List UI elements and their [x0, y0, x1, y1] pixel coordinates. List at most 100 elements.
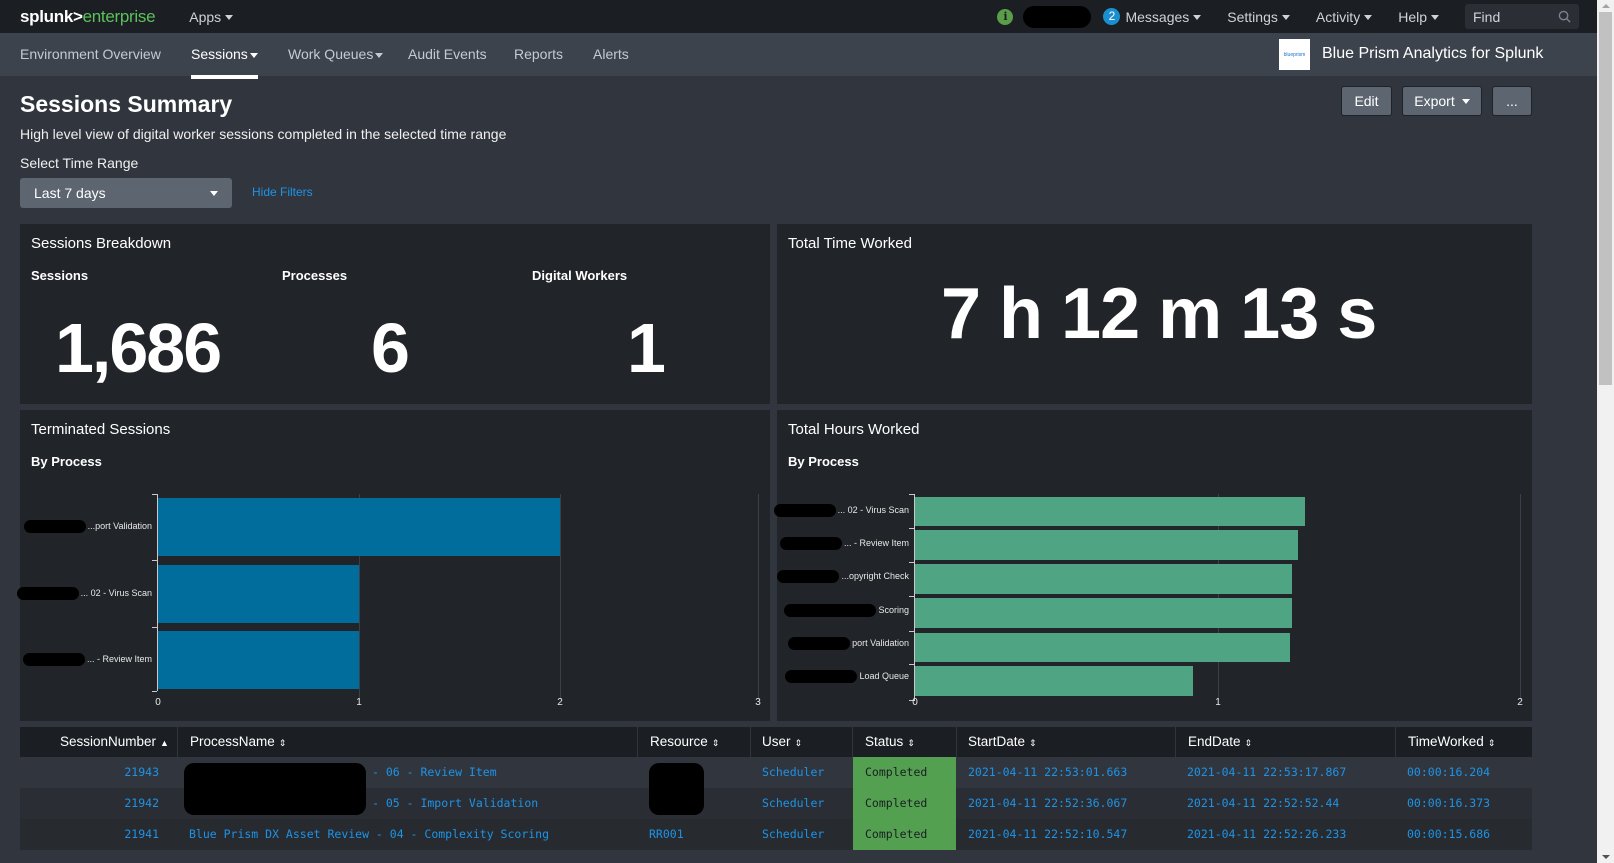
sessions-label: Sessions — [31, 268, 89, 283]
y-tick — [909, 631, 914, 632]
cell-process-name[interactable]: - 06 - Review Item — [372, 765, 497, 779]
cell-session-number[interactable]: 21941 — [124, 827, 159, 841]
help-menu[interactable]: Help — [1398, 9, 1439, 25]
nav-reports[interactable]: Reports — [514, 46, 564, 62]
col-end-date[interactable]: EndDate ⇕ — [1188, 734, 1253, 749]
cell-session-number[interactable]: 21942 — [124, 796, 159, 810]
messages-count-badge: 2 — [1103, 8, 1121, 25]
cell-process-name[interactable]: - 05 - Import Validation — [372, 796, 539, 810]
redacted-text — [785, 670, 858, 683]
panel-subtitle: By Process — [788, 454, 859, 469]
bar-virus-scan[interactable] — [158, 565, 359, 623]
info-icon[interactable]: i — [997, 8, 1014, 25]
cell-session-number[interactable]: 21943 — [124, 765, 159, 779]
cell-user[interactable]: Scheduler — [762, 796, 825, 810]
gridline — [1218, 494, 1219, 700]
bar-port-validation[interactable] — [915, 633, 1290, 662]
col-time-worked[interactable]: TimeWorked ⇕ — [1408, 734, 1496, 749]
sort-icon: ⇕ — [907, 738, 915, 748]
cell-user[interactable]: Scheduler — [762, 827, 825, 841]
processes-value[interactable]: 6 — [371, 309, 410, 387]
cell-start-date[interactable]: 2021-04-11 22:52:36.067 — [968, 796, 1128, 810]
y-label: ... 02 - Virus Scan — [773, 504, 909, 517]
y-tick — [152, 494, 157, 495]
edit-button[interactable]: Edit — [1341, 86, 1392, 116]
redacted-text — [777, 570, 840, 583]
cell-end-date[interactable]: 2021-04-11 22:52:26.233 — [1187, 827, 1347, 841]
x-tick-label: 1 — [1215, 697, 1221, 708]
cell-time-worked[interactable]: 00:00:15.686 — [1407, 827, 1491, 841]
bar-load-queue[interactable] — [915, 666, 1193, 696]
user-menu-redacted[interactable] — [1023, 5, 1092, 28]
cell-resource[interactable]: RR001 — [649, 827, 684, 841]
col-status[interactable]: Status ⇕ — [865, 734, 915, 749]
gridline — [758, 494, 759, 700]
activity-menu[interactable]: Activity — [1316, 9, 1373, 25]
settings-menu[interactable]: Settings — [1227, 9, 1290, 25]
col-resource[interactable]: Resource ⇕ — [650, 734, 720, 749]
cell-start-date[interactable]: 2021-04-11 22:52:10.547 — [968, 827, 1128, 841]
scroll-up-arrow-icon[interactable] — [1602, 4, 1610, 8]
bar-port-validation[interactable] — [158, 498, 560, 556]
y-tick — [909, 562, 914, 563]
x-tick-label: 2 — [557, 697, 563, 708]
y-axis — [157, 494, 158, 691]
y-tick — [152, 627, 157, 628]
col-process-name[interactable]: ProcessName ⇕ — [190, 734, 287, 749]
hide-filters-link[interactable]: Hide Filters — [252, 185, 313, 199]
panel-title: Sessions Breakdown — [31, 235, 172, 252]
time-range-dropdown[interactable]: Last 7 days — [20, 178, 232, 208]
table-row[interactable]: 21943 - 06 - Review Item Scheduler Compl… — [20, 757, 1532, 815]
nav-alerts[interactable]: Alerts — [593, 46, 629, 62]
y-label: ... - Review Item — [22, 653, 152, 666]
page-description: High level view of digital worker sessio… — [20, 126, 507, 142]
digital-workers-value[interactable]: 1 — [627, 309, 666, 387]
y-tick — [909, 528, 914, 529]
global-header: splunk>enterprise Apps i 2 Messages Sett… — [0, 0, 1597, 33]
status-badge[interactable]: Completed — [853, 788, 956, 819]
apps-menu[interactable]: Apps — [189, 9, 234, 25]
chevron-down-icon — [249, 52, 258, 58]
cell-end-date[interactable]: 2021-04-11 22:52:52.44 — [1187, 796, 1340, 810]
sessions-value[interactable]: 1,686 — [55, 309, 222, 387]
cell-time-worked[interactable]: 00:00:16.204 — [1407, 765, 1491, 779]
y-tick — [152, 560, 157, 561]
col-start-date[interactable]: StartDate ⇕ — [968, 734, 1037, 749]
status-badge[interactable]: Completed — [853, 819, 956, 850]
col-session-number[interactable]: SessionNumber ▲︎ — [60, 734, 169, 749]
more-actions-button[interactable]: ... — [1492, 86, 1532, 116]
total-time-value[interactable]: 7 h 12 m 13 s — [941, 274, 1377, 354]
panel-title: Total Hours Worked — [788, 421, 920, 438]
cell-start-date[interactable]: 2021-04-11 22:53:01.663 — [968, 765, 1128, 779]
cell-user[interactable]: Scheduler — [762, 765, 825, 779]
panel-subtitle: By Process — [31, 454, 102, 469]
messages-menu[interactable]: Messages — [1125, 9, 1202, 25]
vertical-scrollbar[interactable] — [1597, 0, 1614, 863]
nav-environment-overview[interactable]: Environment Overview — [20, 46, 161, 62]
bar-copyright-check[interactable] — [915, 564, 1292, 594]
splunk-logo[interactable]: splunk>enterprise — [20, 6, 156, 26]
nav-audit-events[interactable]: Audit Events — [408, 46, 487, 62]
sort-icon: ⇕ — [1487, 738, 1496, 748]
column-divider — [177, 727, 178, 757]
nav-sessions[interactable]: Sessions — [191, 46, 258, 79]
y-tick — [909, 664, 914, 665]
bar-virus-scan[interactable] — [915, 497, 1305, 526]
x-tick-label: 3 — [755, 697, 761, 708]
cell-end-date[interactable]: 2021-04-11 22:53:17.867 — [1187, 765, 1347, 779]
table-row[interactable]: 21941 Blue Prism DX Asset Review - 04 - … — [20, 819, 1532, 850]
status-badge[interactable]: Completed — [853, 757, 956, 788]
col-user[interactable]: User ⇕ — [762, 734, 803, 749]
redacted-text — [16, 587, 79, 600]
scroll-down-arrow-icon[interactable] — [1602, 855, 1610, 859]
bar-review-item[interactable] — [915, 530, 1298, 560]
bar-review-item[interactable] — [158, 631, 359, 689]
cell-time-worked[interactable]: 00:00:16.373 — [1407, 796, 1491, 810]
find-input[interactable]: Find — [1465, 4, 1579, 29]
nav-work-queues[interactable]: Work Queues — [288, 46, 384, 62]
export-button[interactable]: Export — [1402, 86, 1482, 116]
bar-scoring[interactable] — [915, 598, 1292, 628]
y-tick — [909, 494, 914, 495]
scrollbar-thumb[interactable] — [1599, 12, 1612, 385]
cell-process-name[interactable]: Blue Prism DX Asset Review - 04 - Comple… — [189, 827, 550, 841]
